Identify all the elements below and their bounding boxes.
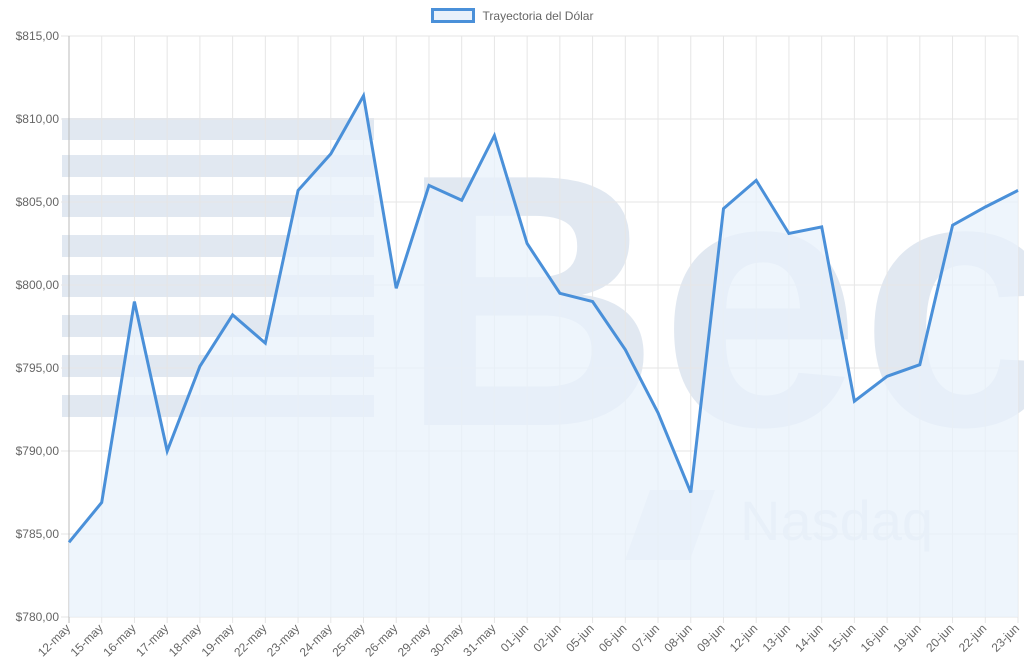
y-tick-label: $805,00 [16, 195, 60, 209]
legend-swatch-icon [430, 8, 475, 23]
y-axis: $780,00 $785,00 $790,00 $795,00 $800,00 $805,… [16, 29, 60, 624]
y-tick-label: $780,00 [16, 610, 60, 624]
x-tick-label: 23-jun [989, 621, 1022, 654]
x-tick-label: 16-may [100, 621, 138, 659]
x-tick-label: 30-may [428, 621, 466, 659]
x-tick-label: 24-may [297, 621, 335, 659]
y-tick-label: $800,00 [16, 278, 60, 292]
x-tick-label: 23-may [264, 621, 302, 659]
x-tick-label: 22-jun [956, 621, 989, 654]
y-tick-label: $790,00 [16, 444, 60, 458]
x-tick-label: 20-jun [923, 621, 956, 654]
y-tick-label: $815,00 [16, 29, 60, 43]
series-line [67, 91, 1019, 544]
x-tick-label: 01-jun [498, 621, 531, 654]
x-tick-label: 09-jun [694, 621, 727, 654]
y-tick-label: $810,00 [16, 112, 60, 126]
x-tick-label: 31-may [460, 621, 498, 659]
x-tick-label: 14-jun [792, 621, 825, 654]
x-tick-label: 15-may [68, 621, 106, 659]
x-tick-label: 25-may [329, 621, 367, 659]
x-tick-label: 08-jun [661, 621, 694, 654]
x-tick-label: 05-jun [563, 621, 596, 654]
y-tick-label: $795,00 [16, 361, 60, 375]
x-tick-label: 12-jun [727, 621, 760, 654]
x-tick-label: 22-may [231, 621, 269, 659]
x-tick-label: 16-jun [858, 621, 891, 654]
legend-label: Trayectoria del Dólar [482, 8, 594, 23]
x-tick-label: 02-jun [530, 621, 563, 654]
x-tick-label: 13-jun [760, 621, 793, 654]
x-tick-label: 18-may [166, 621, 204, 659]
y-tick-label: $785,00 [16, 527, 60, 541]
x-tick-label: 19-may [199, 621, 237, 659]
legend[interactable]: Trayectoria del Dólar [0, 8, 1024, 23]
x-tick-label: 12-may [35, 621, 73, 659]
x-tick-label: 29-may [395, 621, 433, 659]
x-tick-label: 07-jun [629, 621, 662, 654]
x-tick-label: 17-may [133, 621, 171, 659]
x-tick-label: 06-jun [596, 621, 629, 654]
series-area-fill [69, 95, 1018, 618]
x-axis: 12-may15-may16-may17-may18-may19-may22-m… [35, 621, 1022, 659]
x-tick-label: 15-jun [825, 621, 858, 654]
x-tick-label: 19-jun [890, 621, 923, 654]
x-tick-label: 26-may [362, 621, 400, 659]
